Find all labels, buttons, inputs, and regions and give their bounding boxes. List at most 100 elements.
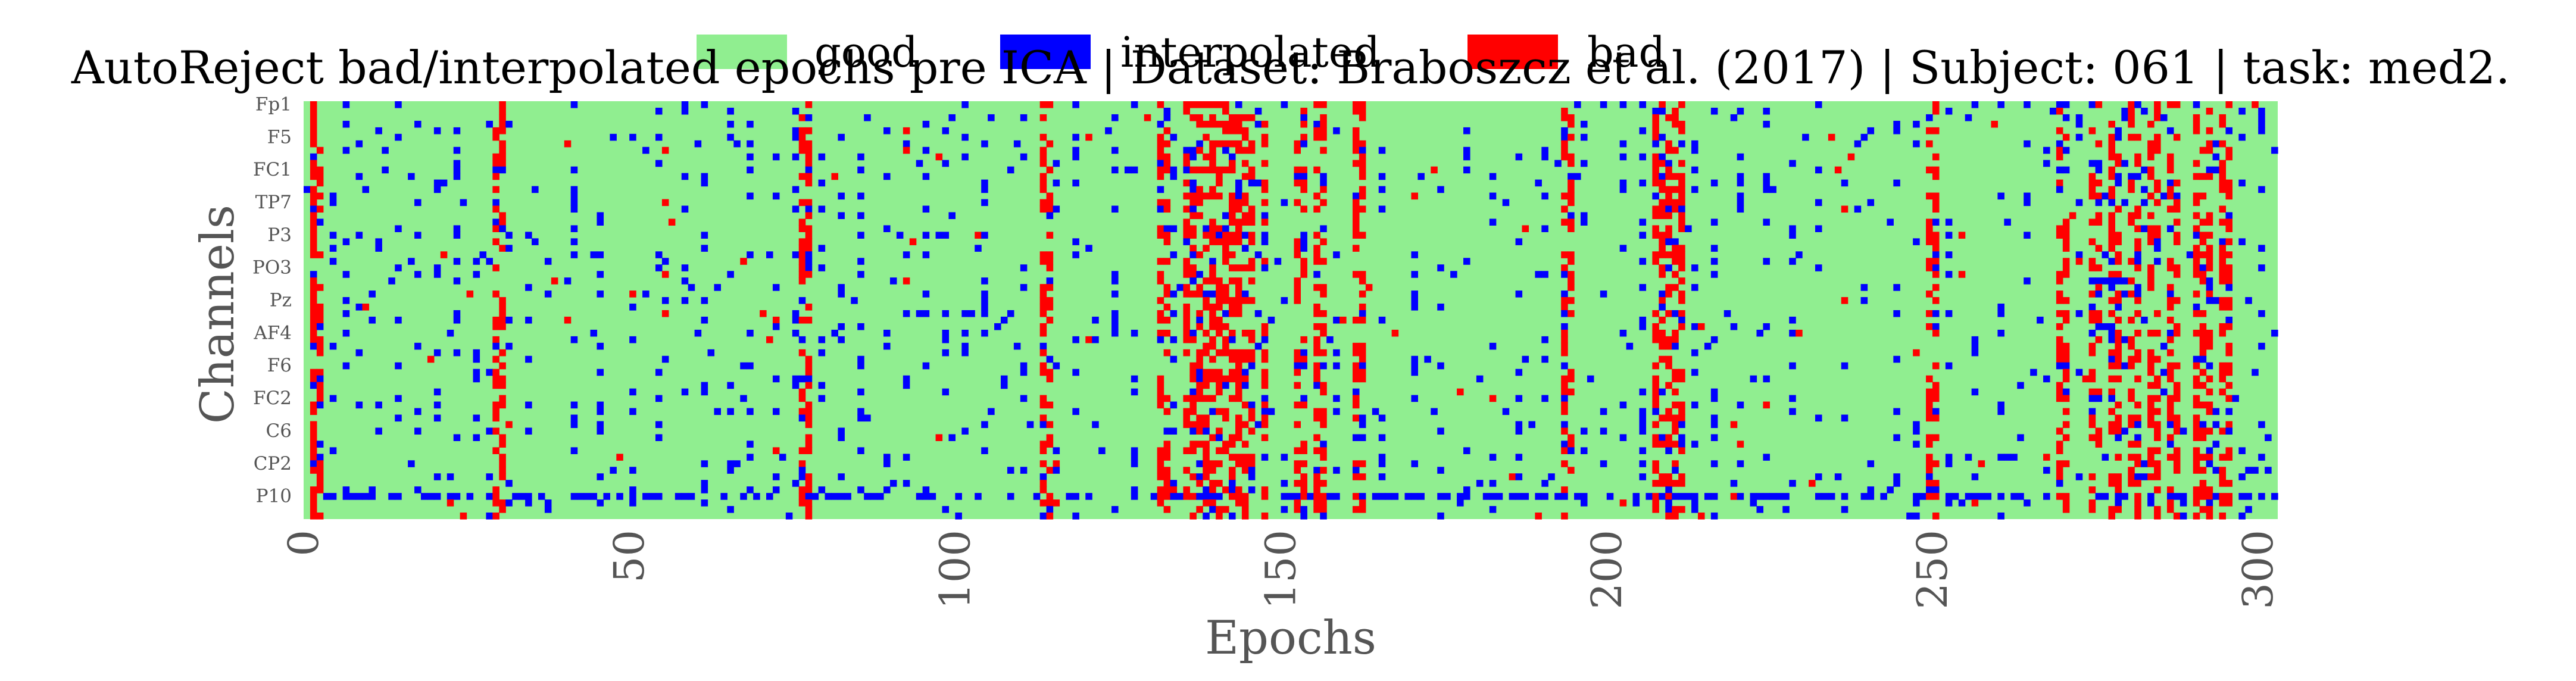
heatmap-cell-interpolated (792, 133, 800, 141)
heatmap-cell-bad (2056, 225, 2063, 232)
heatmap-cell-interpolated (597, 401, 604, 409)
heatmap-cell-bad (2219, 368, 2227, 376)
heatmap-cell-interpolated (1965, 454, 1972, 461)
heatmap-cell-interpolated (1710, 513, 1718, 520)
heatmap-cell-interpolated (2238, 473, 2246, 480)
heatmap-cell-interpolated (1665, 160, 1672, 167)
heatmap-cell-bad (1039, 146, 1047, 154)
heatmap-cell-bad (2108, 349, 2115, 357)
heatmap-cell-interpolated (642, 146, 650, 154)
heatmap-cell-bad (2225, 238, 2232, 245)
heatmap-cell-bad (1313, 323, 1320, 330)
heatmap-cell-bad (798, 349, 806, 357)
heatmap-cell-bad (1183, 329, 1190, 337)
heatmap-cell-interpolated (1463, 153, 1470, 161)
heatmap-cell-interpolated (1333, 349, 1340, 357)
heatmap-cell-bad (2206, 493, 2213, 500)
heatmap-cell-bad (2173, 421, 2181, 429)
heatmap-cell-bad (1157, 133, 1164, 141)
heatmap-cell-bad (2115, 427, 2122, 435)
heatmap-cell-interpolated (525, 284, 532, 291)
heatmap-cell-interpolated (1203, 427, 1210, 435)
heatmap-cell-interpolated (433, 473, 441, 480)
heatmap-cell-interpolated (1001, 382, 1008, 389)
heatmap-cell-interpolated (1359, 493, 1366, 500)
heatmap-cell-interpolated (342, 310, 350, 317)
heatmap-cell-bad (1737, 441, 1744, 448)
heatmap-cell-interpolated (2075, 133, 2083, 141)
heatmap-cell-bad (1320, 120, 1327, 128)
heatmap-cell-interpolated (981, 329, 988, 337)
heatmap-cell-bad (316, 342, 324, 350)
heatmap-cell-interpolated (2166, 290, 2174, 298)
heatmap-cell-bad (2154, 179, 2161, 187)
heatmap-cell-bad (1163, 232, 1171, 239)
heatmap-cell-bad (805, 486, 813, 493)
heatmap-cell-interpolated (1665, 447, 1672, 454)
heatmap-cell-bad (2193, 329, 2200, 337)
heatmap-cell-interpolated (1841, 414, 1849, 422)
heatmap-cell-bad (1730, 493, 1738, 500)
heatmap-cell-interpolated (1359, 362, 1366, 370)
heatmap-cell-bad (1672, 460, 1679, 467)
heatmap-cell-interpolated (1581, 160, 1588, 167)
heatmap-cell-bad (2219, 245, 2227, 252)
heatmap-cell-bad (2225, 499, 2232, 507)
heatmap-cell-bad (2173, 297, 2181, 304)
heatmap-cell-bad (805, 316, 813, 324)
heatmap-cell-bad (1163, 467, 1171, 474)
heatmap-cell-bad (310, 447, 317, 454)
heatmap-cell-bad (2088, 499, 2096, 507)
heatmap-cell-bad (1163, 506, 1171, 513)
heatmap-cell-bad (2115, 251, 2122, 258)
heatmap-cell-bad (2147, 447, 2155, 454)
heatmap-cell-interpolated (1789, 160, 1796, 167)
heatmap-cell-bad (2193, 382, 2200, 389)
heatmap-cell-bad (2134, 297, 2141, 304)
heatmap-cell-interpolated (1619, 401, 1627, 409)
heatmap-cell-interpolated (2141, 460, 2148, 467)
heatmap-cell-interpolated (382, 146, 389, 154)
heatmap-cell-bad (1568, 192, 1575, 200)
heatmap-cell-interpolated (473, 355, 480, 363)
heatmap-cell-interpolated (1437, 362, 1444, 370)
heatmap-cell-interpolated (1945, 218, 1953, 226)
heatmap-cell-interpolated (1515, 427, 1523, 435)
heatmap-cell-bad (2108, 133, 2115, 141)
heatmap-cell-bad (1659, 473, 1666, 480)
heatmap-cell-interpolated (2271, 493, 2278, 500)
heatmap-cell-bad (772, 447, 780, 454)
heatmap-cell-interpolated (857, 153, 864, 161)
heatmap-cell-interpolated (1222, 382, 1229, 389)
heatmap-cell-bad (1659, 414, 1666, 422)
heatmap-cell-interpolated (597, 212, 604, 220)
heatmap-cell-bad (2134, 264, 2141, 271)
heatmap-cell-bad (1568, 199, 1575, 207)
heatmap-cell-bad (1209, 192, 1216, 200)
heatmap-cell-bad (2166, 362, 2174, 370)
heatmap-cell-interpolated (1320, 173, 1327, 180)
heatmap-cell-interpolated (727, 107, 734, 115)
heatmap-cell-bad (2134, 375, 2141, 383)
heatmap-cell-bad (1561, 218, 1568, 226)
heatmap-cell-interpolated (1196, 368, 1203, 376)
heatmap-cell-interpolated (2252, 467, 2259, 474)
heatmap-cell-interpolated (1489, 192, 1497, 200)
heatmap-cell-interpolated (1535, 179, 1542, 187)
heatmap-cell-interpolated (1124, 166, 1132, 174)
heatmap-cell-bad (1235, 205, 1242, 213)
heatmap-cell-bad (1183, 304, 1190, 311)
heatmap-cell-interpolated (1294, 173, 1301, 180)
heatmap-cell-bad (2115, 349, 2122, 357)
heatmap-cell-interpolated (1710, 245, 1718, 252)
heatmap-cell-bad (492, 225, 499, 232)
heatmap-cell-bad (2173, 513, 2181, 520)
heatmap-cell-bad (1561, 205, 1568, 213)
heatmap-cell-interpolated (961, 349, 969, 357)
heatmap-cell-bad (2225, 447, 2232, 454)
heatmap-cell-bad (1216, 349, 1223, 357)
heatmap-cell-interpolated (395, 362, 402, 370)
heatmap-cell-interpolated (655, 133, 663, 141)
heatmap-cell-bad (310, 251, 317, 258)
heatmap-cell-bad (1320, 146, 1327, 154)
